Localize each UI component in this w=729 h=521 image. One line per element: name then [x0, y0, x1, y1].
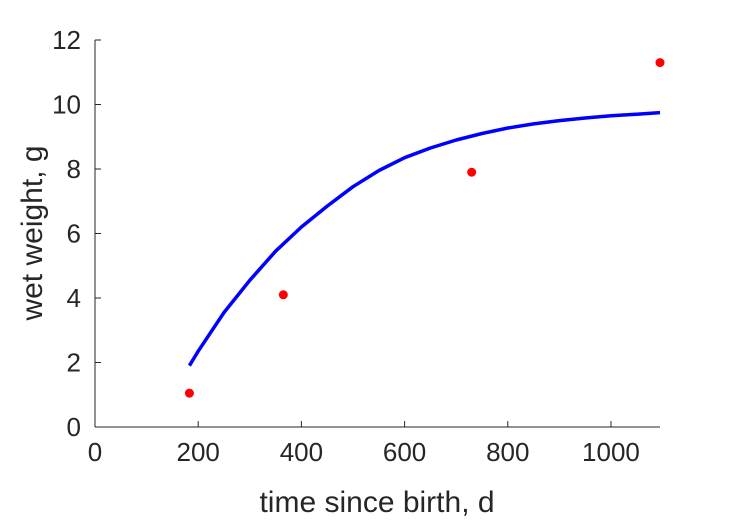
plot-area: 0 200 400 600 800 1000 0 2 4 6 8 10 12 — [52, 25, 665, 467]
x-tick-label: 600 — [383, 437, 426, 467]
y-tick-label: 0 — [67, 412, 81, 442]
fit-curve-line — [187, 110, 661, 367]
x-ticks: 0 200 400 600 800 1000 — [88, 421, 640, 467]
y-tick-label: 6 — [67, 219, 81, 249]
data-point — [467, 167, 477, 177]
y-ticks: 0 2 4 6 8 10 12 — [52, 25, 101, 442]
x-tick-label: 200 — [177, 437, 220, 467]
x-tick-label: 800 — [486, 437, 529, 467]
y-tick-label: 8 — [67, 154, 81, 184]
data-point — [184, 388, 194, 398]
y-tick-label: 10 — [52, 90, 81, 120]
y-axis-label: wet weight, g — [16, 145, 49, 321]
x-axis-label: time since birth, d — [259, 486, 494, 519]
x-tick-label: 1000 — [582, 437, 640, 467]
y-tick-label: 12 — [52, 25, 81, 55]
series-layer — [184, 58, 665, 398]
x-tick-label: 0 — [88, 437, 102, 467]
data-point — [278, 290, 288, 300]
data-point — [655, 58, 665, 68]
y-tick-label: 2 — [67, 348, 81, 378]
y-tick-label: 4 — [67, 283, 81, 313]
x-tick-label: 400 — [280, 437, 323, 467]
